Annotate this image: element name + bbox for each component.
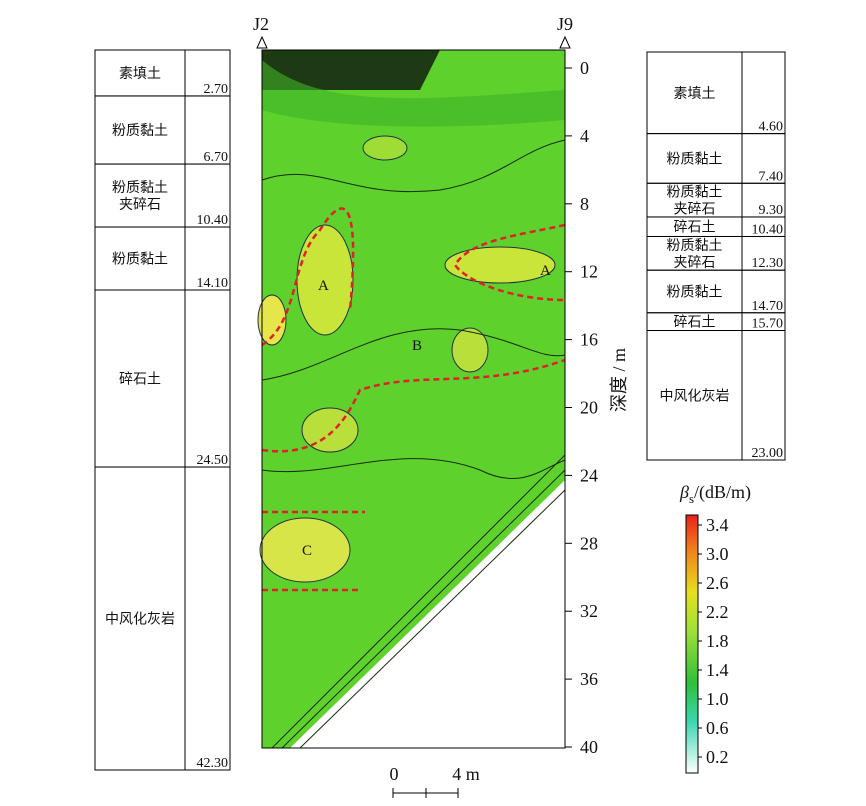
depth-box [184, 466, 231, 771]
depth-box [741, 330, 786, 461]
layer-depth: 9.30 [759, 203, 784, 218]
tick-label: 36 [580, 669, 598, 689]
layer-name: 碎石土 [119, 372, 161, 388]
subscript: s [689, 491, 694, 506]
colorbar-label: 0.6 [706, 718, 729, 738]
layer-depth: 6.70 [204, 150, 229, 165]
depth-box [184, 289, 231, 468]
symbol: β [679, 482, 689, 502]
tick-label: 12 [580, 262, 598, 282]
scale-label: 0 [390, 764, 399, 784]
tick-label: 8 [580, 194, 589, 214]
layer-name: 夹碎石 [119, 197, 161, 213]
layer-name: 碎石土 [674, 315, 716, 331]
layer-name: 粉质黏土 [667, 151, 723, 167]
colorbar-label: 3.0 [706, 544, 729, 564]
tick-label: 4 [580, 126, 589, 146]
contour-map [257, 50, 566, 749]
tick-label: 40 [580, 737, 598, 757]
layer-depth: 4.60 [759, 120, 784, 135]
layer-name: 粉质黏土 [112, 252, 168, 268]
zone-label: A [318, 278, 329, 294]
layer-name: 夹碎石 [674, 255, 716, 271]
layer-name: 粉质黏土 [667, 284, 723, 300]
colorbar-label: 1.4 [706, 660, 729, 680]
layer-name: 碎石土 [674, 220, 716, 236]
layer-name: 中风化灰岩 [105, 612, 175, 628]
layer-name: 粉质黏土 [112, 123, 168, 139]
tick-label: 20 [580, 398, 598, 418]
layer-name: 素填土 [674, 86, 716, 102]
layer-depth: 23.00 [752, 446, 784, 461]
layer-name: 夹碎石 [674, 202, 716, 218]
layer-depth: 15.70 [752, 317, 784, 332]
layer-name: 粉质黏土 [112, 180, 168, 196]
scale-label: 4 m [452, 764, 480, 784]
layer-depth: 10.40 [197, 213, 229, 228]
layer-depth: 12.30 [752, 256, 784, 271]
colorbar-label: 2.2 [706, 602, 729, 622]
colorbar-label: 3.4 [706, 515, 729, 535]
zone-label: C [302, 543, 312, 559]
layer-depth: 24.50 [197, 453, 229, 468]
colorbar-label: 2.6 [706, 573, 729, 593]
colorbar-label: 1.8 [706, 631, 729, 651]
layer-depth: 14.70 [752, 299, 784, 314]
section-label: J9 [557, 14, 573, 34]
layer-depth: 42.30 [197, 756, 229, 771]
colorbar-label: 1.0 [706, 689, 729, 709]
layer-depth: 14.10 [197, 276, 229, 291]
zone-label: A [540, 263, 551, 279]
colorbar-label: 0.2 [706, 747, 729, 767]
tick-label: 0 [580, 58, 589, 78]
layer-depth: 7.40 [759, 169, 784, 184]
zone-label: B [412, 338, 422, 354]
layer-name: 中风化灰岩 [660, 388, 730, 404]
tick-label: 16 [580, 330, 598, 350]
tick-label: 28 [580, 533, 598, 553]
layer-depth: 2.70 [204, 82, 229, 97]
section-label: J2 [253, 14, 269, 34]
layer-depth: 10.40 [752, 222, 784, 237]
tick-label: 32 [580, 601, 598, 621]
layer-name: 素填土 [119, 66, 161, 82]
colorbar-title: βs/(dB/m) [679, 482, 751, 506]
layer-name: 粉质黏土 [667, 185, 723, 201]
layer-name: 粉质黏土 [667, 238, 723, 254]
axis-label: 深度 / m [609, 348, 629, 412]
tick-label: 24 [580, 465, 598, 485]
unit: /(dB/m) [694, 482, 751, 503]
